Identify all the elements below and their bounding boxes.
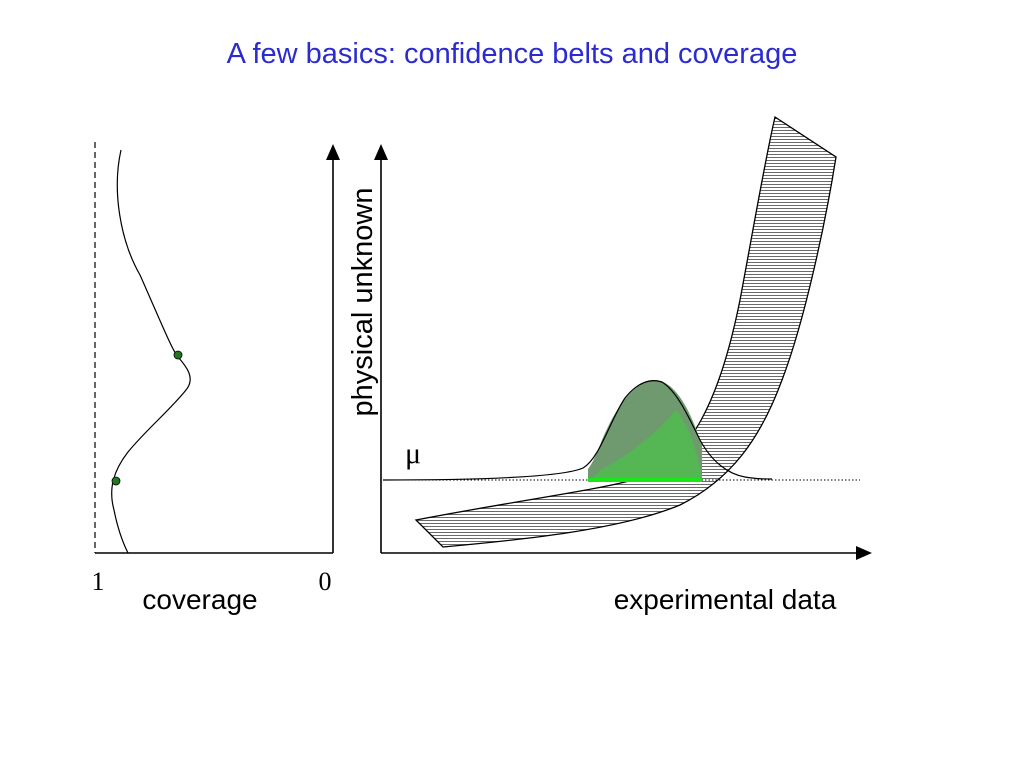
coverage-tick-one: 1 [92, 567, 105, 596]
coverage-tick-zero: 0 [319, 567, 332, 596]
belt-panel: physical unknown μ experimental data [347, 115, 872, 615]
coverage-axis-label: coverage [142, 584, 257, 615]
acceptance-overlap-area [592, 410, 702, 480]
mu-label: μ [405, 437, 421, 470]
gaussian-curve [382, 379, 773, 481]
belt-y-axis-label: physical unknown [347, 188, 379, 417]
belt-x-axis-arrowhead [856, 546, 872, 560]
coverage-panel: 1 0 coverage [92, 142, 340, 615]
confidence-belt-band [414, 115, 837, 548]
coverage-point-upper [173, 350, 183, 360]
coverage-curve [111, 149, 191, 554]
coverage-point-lower [111, 476, 121, 486]
belt-x-axis-label: experimental data [614, 584, 837, 615]
coverage-y-axis-arrowhead [326, 144, 340, 160]
belt-y-axis-arrowhead [374, 144, 388, 160]
slide-title: A few basics: confidence belts and cover… [226, 38, 798, 70]
